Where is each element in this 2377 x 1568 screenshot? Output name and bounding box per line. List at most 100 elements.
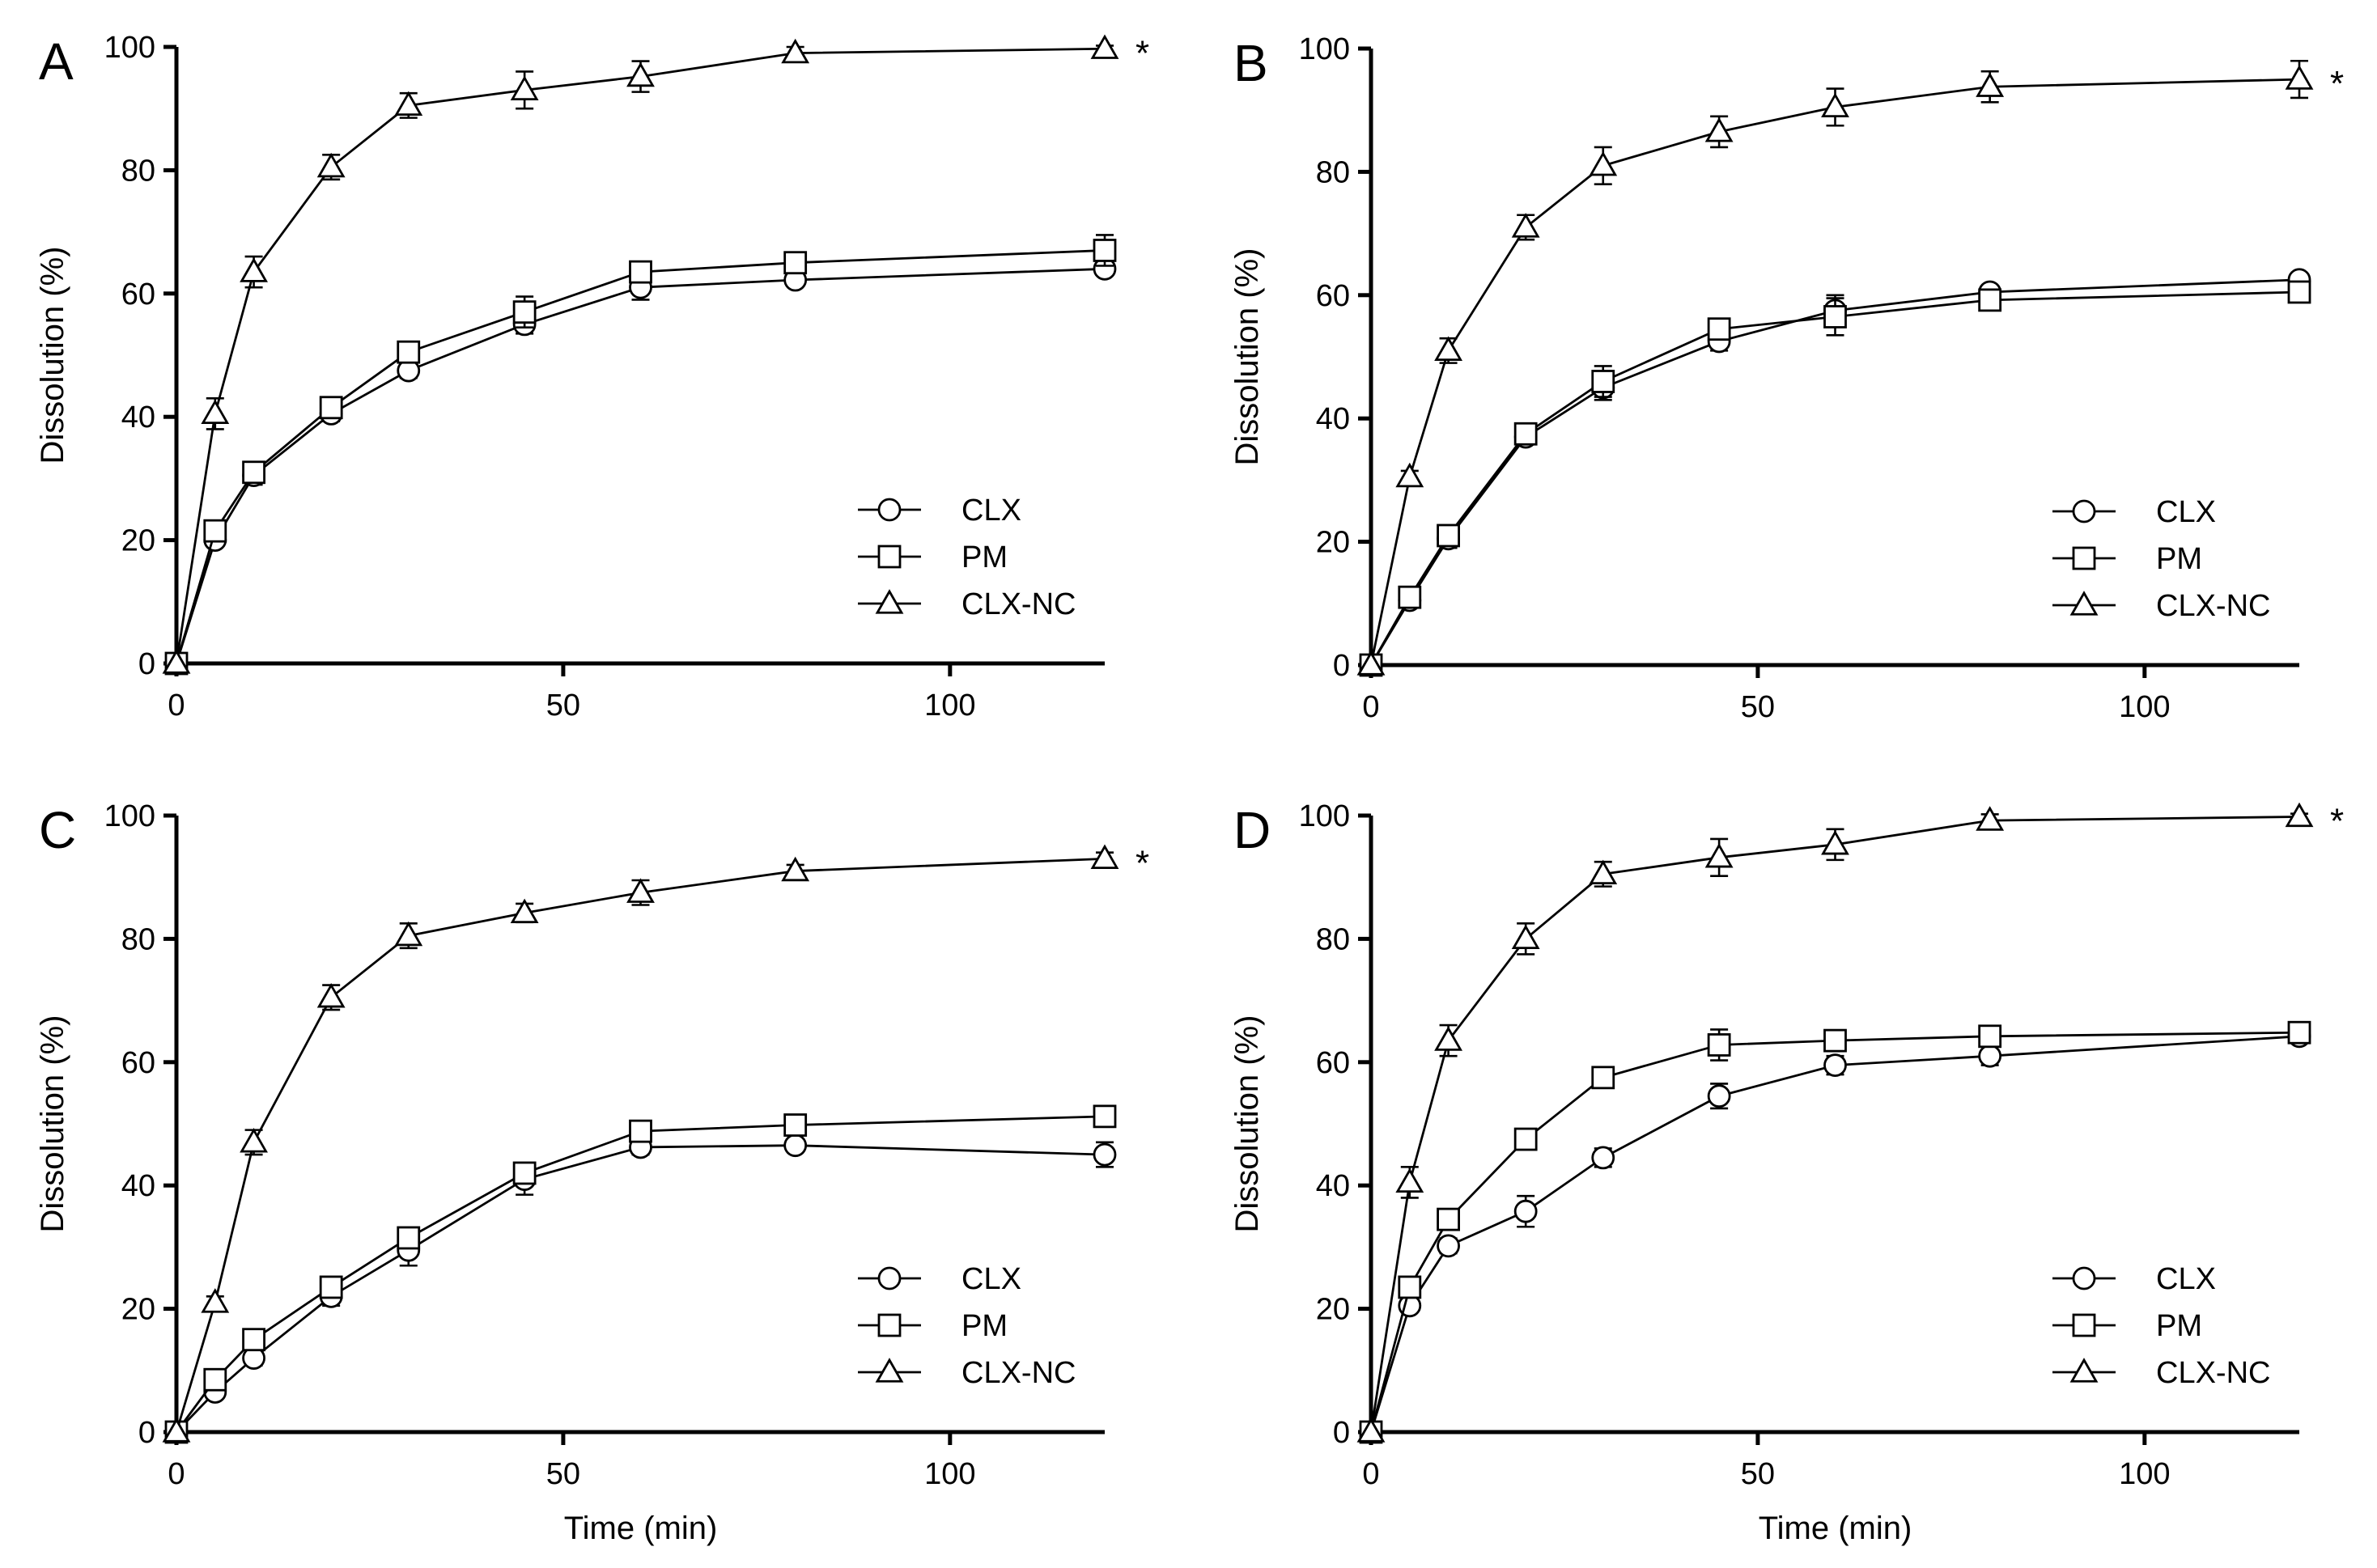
data-point-triangle-marker — [394, 921, 423, 947]
legend: CLX PM CLX-NC — [858, 494, 1076, 621]
data-point-square-marker — [1707, 317, 1731, 341]
data-point-square-marker — [397, 340, 421, 364]
x-tick-label: 0 — [168, 689, 185, 723]
y-tick-label: 80 — [1316, 155, 1350, 189]
data-point-triangle-marker — [162, 649, 191, 674]
panel-letter: A — [39, 32, 74, 91]
data-point-square-marker — [629, 1119, 652, 1143]
data-point-circle-marker — [1591, 1146, 1615, 1170]
data-point-circle-marker — [1823, 1053, 1847, 1078]
y-tick-label: 60 — [1316, 279, 1350, 313]
data-point-triangle-marker — [316, 982, 346, 1008]
legend-circle-marker — [877, 1266, 902, 1290]
data-point-triangle-marker — [626, 61, 655, 87]
legend-label: CLX-NC — [2156, 589, 2270, 623]
legend-label: PM — [961, 1309, 1008, 1343]
data-point-triangle-marker — [1589, 859, 1618, 885]
y-tick-label: 100 — [104, 799, 155, 833]
data-point-square-marker — [1591, 1066, 1615, 1090]
x-tick-label: 100 — [924, 1457, 975, 1491]
data-point-triangle-marker — [1589, 150, 1618, 176]
data-point-triangle-marker — [510, 75, 539, 100]
x-tick-label: 0 — [1362, 690, 1379, 724]
data-point-circle-marker — [1978, 1044, 2002, 1068]
legend-label: CLX — [961, 1262, 1021, 1296]
y-tick-label: 20 — [1316, 1293, 1350, 1327]
series-clx-nc — [162, 34, 1119, 674]
data-point-triangle-marker — [1090, 34, 1119, 59]
data-point-triangle-marker — [2285, 802, 2314, 828]
y-tick-label: 0 — [1333, 649, 1350, 683]
legend-square-marker — [2072, 546, 2096, 570]
data-point-square-marker — [319, 1275, 343, 1299]
x-tick-label: 100 — [924, 689, 975, 723]
data-point-square-marker — [783, 1113, 808, 1137]
data-point-triangle-marker — [201, 1288, 230, 1313]
panel-d: 0 20 40 60 80 100 0 50 100 Dissolution (%) Time (m… — [1229, 799, 2344, 1546]
y-tick-label: 100 — [1299, 799, 1350, 833]
data-point-triangle-marker — [240, 1128, 268, 1153]
legend-square-marker — [877, 545, 902, 569]
x-tick-label: 100 — [2119, 690, 2170, 724]
y-axis-title: Dissolution (%) — [35, 247, 70, 464]
data-point-square-marker — [1707, 1033, 1731, 1057]
x-tick-label: 100 — [2119, 1457, 2170, 1491]
data-point-square-marker — [1093, 239, 1117, 262]
data-point-square-marker — [319, 396, 343, 420]
legend-circle-marker — [877, 498, 902, 522]
data-point-triangle-marker — [1395, 1168, 1424, 1193]
panel-c: 0 20 40 60 80 100 0 50 100 Dissolution (%) Time (m… — [35, 799, 1149, 1546]
panel-letter: B — [1233, 34, 1268, 92]
x-axis-title: Time (min) — [1759, 1511, 1912, 1546]
y-tick-label: 40 — [121, 400, 155, 434]
x-tick-label: 50 — [546, 1457, 580, 1491]
legend: CLX PM CLX-NC — [2052, 1262, 2270, 1390]
y-tick-label: 60 — [121, 1046, 155, 1080]
data-point-square-marker — [203, 1367, 227, 1392]
y-tick-label: 60 — [121, 278, 155, 311]
data-point-circle-marker — [1437, 1234, 1460, 1258]
data-point-square-marker — [1398, 585, 1422, 609]
data-point-triangle-marker — [1434, 336, 1462, 362]
data-point-square-marker — [1978, 1024, 2002, 1049]
data-point-circle-marker — [1093, 1142, 1117, 1167]
x-tick-label: 50 — [1741, 690, 1775, 724]
legend-circle-marker — [2072, 1266, 2096, 1290]
y-tick-label: 40 — [1316, 402, 1350, 436]
data-point-triangle-marker — [626, 878, 655, 903]
panel-letter: C — [39, 801, 76, 859]
significance-star: * — [1135, 843, 1149, 883]
legend-label: CLX-NC — [961, 587, 1076, 621]
data-point-triangle-marker — [2285, 65, 2314, 90]
data-point-square-marker — [1823, 305, 1847, 328]
legend-label: CLX — [2156, 1262, 2216, 1296]
y-tick-label: 80 — [1316, 922, 1350, 956]
x-tick-label: 0 — [168, 1457, 185, 1491]
y-tick-label: 20 — [121, 1293, 155, 1327]
data-point-square-marker — [512, 300, 537, 324]
y-tick-label: 100 — [104, 31, 155, 65]
significance-star: * — [2330, 64, 2344, 104]
data-point-square-marker — [242, 460, 265, 485]
data-point-square-marker — [1093, 1104, 1117, 1129]
legend-triangle-marker — [2069, 591, 2099, 616]
data-point-square-marker — [1823, 1028, 1847, 1053]
legend: CLX PM CLX-NC — [858, 1262, 1076, 1390]
data-point-square-marker — [1437, 1207, 1460, 1231]
series-pm — [1359, 1020, 2311, 1444]
data-point-square-marker — [242, 1328, 265, 1352]
legend-label: CLX-NC — [2156, 1356, 2270, 1390]
data-point-triangle-marker — [1356, 1418, 1386, 1443]
data-point-square-marker — [1513, 422, 1538, 446]
data-point-square-marker — [512, 1161, 537, 1185]
data-point-circle-marker — [783, 1134, 808, 1158]
data-point-triangle-marker — [1976, 806, 2005, 831]
y-tick-label: 20 — [121, 524, 155, 558]
y-tick-label: 80 — [121, 922, 155, 956]
data-point-triangle-marker — [781, 38, 810, 64]
y-axis-title: Dissolution (%) — [1229, 248, 1265, 466]
data-point-square-marker — [397, 1226, 421, 1250]
data-point-triangle-marker — [781, 856, 810, 882]
data-point-square-marker — [783, 251, 808, 275]
series-pm — [1359, 280, 2311, 677]
